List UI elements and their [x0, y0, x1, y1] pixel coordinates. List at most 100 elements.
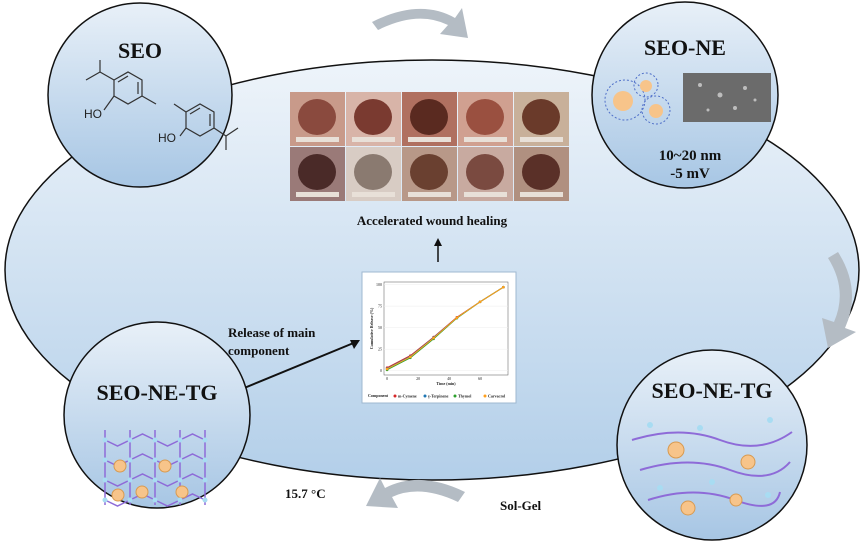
sol-nodes [647, 417, 773, 498]
series-line [386, 286, 504, 370]
wound-area [298, 154, 336, 190]
node [202, 497, 208, 503]
wound-photo [458, 92, 513, 146]
release-chart: 0 25 50 75 100 0 20 40 60 Time (min) Cumulative Re… [368, 281, 509, 399]
y-tick-label: 75 [378, 304, 382, 309]
ruler [520, 137, 563, 142]
legend-entry: γ-Terpinene [427, 394, 449, 399]
ruler [352, 137, 395, 142]
node [127, 437, 133, 443]
wound-photo-grid [290, 92, 569, 201]
x-tick-label: 60 [478, 376, 482, 381]
seo-title: SEO [118, 38, 162, 63]
wound-area [466, 99, 504, 135]
node [102, 457, 108, 463]
ruler [352, 192, 395, 197]
legend-entry: Carvacrol [488, 394, 506, 399]
wound-photo [514, 92, 569, 146]
wound-area [298, 99, 336, 135]
thymol-structure-icon [85, 60, 157, 111]
sol-droplets [667, 441, 756, 516]
wound-photo [290, 92, 345, 146]
wound-healing-label: Accelerated wound healing [357, 213, 508, 228]
legend-entry: Thymol [458, 394, 472, 399]
node [152, 457, 158, 463]
seo-ne-tg-right-title: SEO-NE-TG [651, 378, 772, 403]
ruler [408, 192, 451, 197]
wound-photo [402, 92, 457, 146]
release-label-line2: component [228, 343, 290, 358]
node [152, 497, 158, 503]
ho-label-2: HO [158, 131, 176, 145]
wound-area [410, 99, 448, 135]
carvacrol-structure-icon [173, 103, 239, 150]
legend-marker [423, 394, 427, 398]
data-point [385, 367, 389, 371]
legend-title: Component [368, 393, 389, 398]
node [127, 477, 133, 483]
data-point [455, 316, 459, 320]
node [152, 437, 158, 443]
node [102, 477, 108, 483]
tem-particles [698, 83, 757, 112]
droplet-size: 10~20 nm [659, 148, 722, 164]
ho-label-1: HO [84, 107, 102, 121]
node [177, 497, 183, 503]
up-arrow-icon [434, 238, 442, 262]
ruler [520, 192, 563, 197]
seo-ne-title: SEO-NE [644, 35, 726, 60]
nanoemulsion-droplets-icon [604, 72, 671, 125]
y-tick-label: 50 [378, 325, 382, 330]
curved-arrow-right [822, 252, 856, 348]
data-point [432, 336, 435, 340]
temperature-label: 15.7 °C [285, 486, 326, 501]
data-point [502, 285, 505, 289]
x-tick-label: 40 [447, 376, 451, 381]
wound-photo [346, 92, 401, 146]
droplet [175, 485, 189, 499]
node [202, 437, 208, 443]
sol-gel-label: Sol-Gel [500, 498, 542, 513]
wound-photo [402, 147, 457, 201]
ruler [296, 137, 339, 142]
ruler [464, 137, 507, 142]
legend-marker [483, 394, 487, 398]
curved-arrow-top [372, 8, 468, 38]
x-tick-label: 0 [386, 376, 388, 381]
cycle-arrows [366, 8, 856, 508]
ruler [296, 192, 339, 197]
seo-ne-circle: SEO-NE 10~20 nm -5 mV [591, 1, 779, 189]
node [127, 457, 133, 463]
gel-network-icon [102, 430, 208, 507]
node [177, 437, 183, 443]
droplet [111, 488, 125, 502]
y-axis-label: Cumulative Release (%) [369, 307, 374, 349]
data-point [478, 300, 482, 304]
node [102, 497, 108, 503]
y-tick-label: 25 [378, 347, 382, 352]
x-axis-label: Time (min) [436, 381, 456, 386]
ruler [408, 137, 451, 142]
wound-area [410, 154, 448, 190]
seo-ne-tg-right-circle: SEO-NE-TG [616, 349, 808, 541]
legend-entry: m-Cymene [398, 394, 417, 399]
curved-arrow-bottom [366, 478, 465, 508]
release-label-line1: Release of main [228, 325, 316, 340]
zeta-potential: -5 mV [670, 166, 710, 182]
node [102, 437, 108, 443]
wound-area [354, 99, 392, 135]
data-point [409, 355, 412, 359]
legend-marker [393, 394, 397, 398]
wound-area [354, 154, 392, 190]
droplet [158, 459, 172, 473]
node [177, 457, 183, 463]
wound-area [522, 99, 560, 135]
seo-ne-tg-left-circle: SEO-NE-TG [63, 321, 251, 509]
seo-ne-tg-left-title: SEO-NE-TG [96, 380, 217, 405]
ruler [464, 192, 507, 197]
y-tick-label: 0 [380, 368, 382, 373]
node [202, 457, 208, 463]
droplet [113, 459, 127, 473]
y-tick-label: 100 [376, 282, 382, 287]
